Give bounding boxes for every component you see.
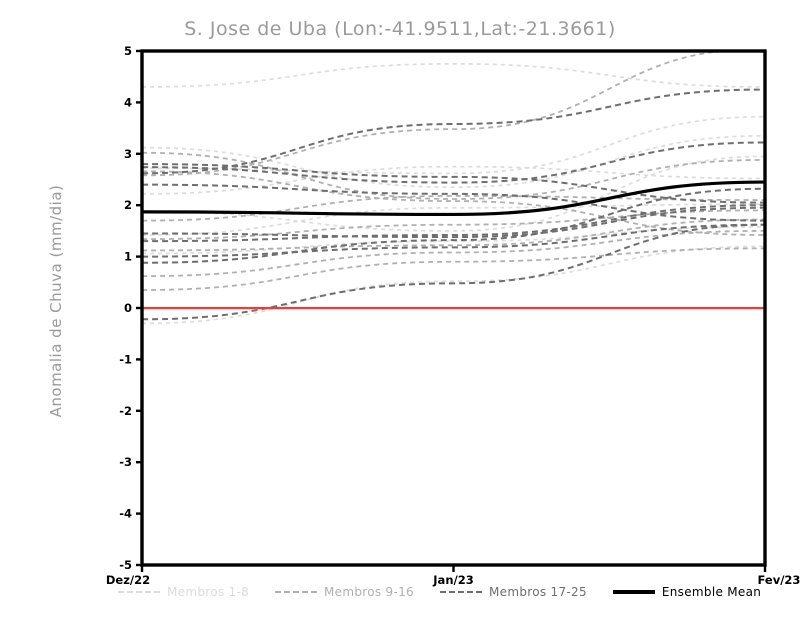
- member-line: [142, 155, 765, 232]
- legend-swatch-ensemble-mean: [612, 590, 655, 594]
- legend-item-membros-9-16[interactable]: Membros 9-16: [275, 585, 414, 599]
- legend-swatch-membros-17-25: [440, 591, 482, 593]
- member-line: [142, 187, 765, 264]
- y-tick-label: 2: [124, 198, 132, 212]
- legend-label-membros-17-25: Membros 17-25: [489, 585, 587, 599]
- member-line: [142, 230, 765, 278]
- member-line: [142, 88, 765, 175]
- series-layer: [142, 51, 765, 325]
- ensemble-mean-line: [141, 180, 766, 217]
- member-line: [142, 247, 765, 291]
- legend-label-ensemble-mean: Ensemble Mean: [661, 585, 762, 599]
- x-tick-label: Dez/22: [106, 573, 150, 587]
- member-line: [142, 141, 765, 184]
- page-title: S. Jose de Uba (Lon:-41.9511,Lat:-21.366…: [184, 18, 616, 40]
- legend-item-membros-1-8[interactable]: Membros 1-8: [118, 585, 249, 599]
- member-line: [142, 134, 765, 189]
- y-tick-label: 3: [124, 147, 132, 161]
- member-line: [142, 203, 765, 236]
- member-line: [142, 195, 765, 222]
- x-tick-label: Jan/23: [432, 573, 473, 587]
- y-tick-label: 0: [124, 301, 132, 315]
- y-tick-label: 4: [124, 95, 132, 109]
- member-line: [142, 183, 765, 222]
- member-line: [142, 218, 765, 252]
- legend-swatch-membros-9-16: [275, 591, 318, 593]
- legend-item-ensemble-mean[interactable]: Ensemble Mean: [612, 585, 762, 599]
- member-line: [142, 204, 765, 243]
- legend-swatch-membros-1-8: [118, 591, 160, 593]
- y-tick-label: -4: [119, 507, 132, 521]
- x-axis-ticks: Dez/22 Jan/23 Fev/23: [106, 565, 800, 587]
- x-tick-label: Fev/23: [758, 573, 800, 587]
- member-line: [142, 245, 765, 325]
- y-tick-label: 1: [124, 250, 132, 264]
- member-line: [142, 165, 765, 195]
- member-line: [142, 51, 730, 177]
- member-line: [142, 206, 765, 239]
- y-axis-ticks: 5 4 3 2 1 0 -1 -2 -3 -4 -5: [119, 44, 142, 572]
- member-line: [142, 223, 765, 258]
- member-line: [142, 115, 765, 175]
- legend-label-membros-1-8: Membros 1-8: [167, 585, 250, 599]
- legend-item-membros-17-25[interactable]: Membros 17-25: [440, 585, 587, 599]
- y-tick-label: -3: [119, 455, 132, 469]
- y-tick-label: -2: [119, 404, 132, 418]
- chart-legend: Membros 1-8 Membros 9-16 Membros 17-25 E…: [118, 585, 778, 599]
- member-line: [142, 170, 765, 236]
- member-line: [142, 223, 765, 321]
- y-tick-label: -5: [119, 558, 132, 572]
- legend-label-membros-9-16: Membros 9-16: [324, 585, 414, 599]
- member-line: [142, 163, 765, 204]
- member-line: [142, 62, 765, 88]
- y-tick-label: 5: [124, 44, 132, 58]
- y-tick-label: -1: [119, 352, 132, 366]
